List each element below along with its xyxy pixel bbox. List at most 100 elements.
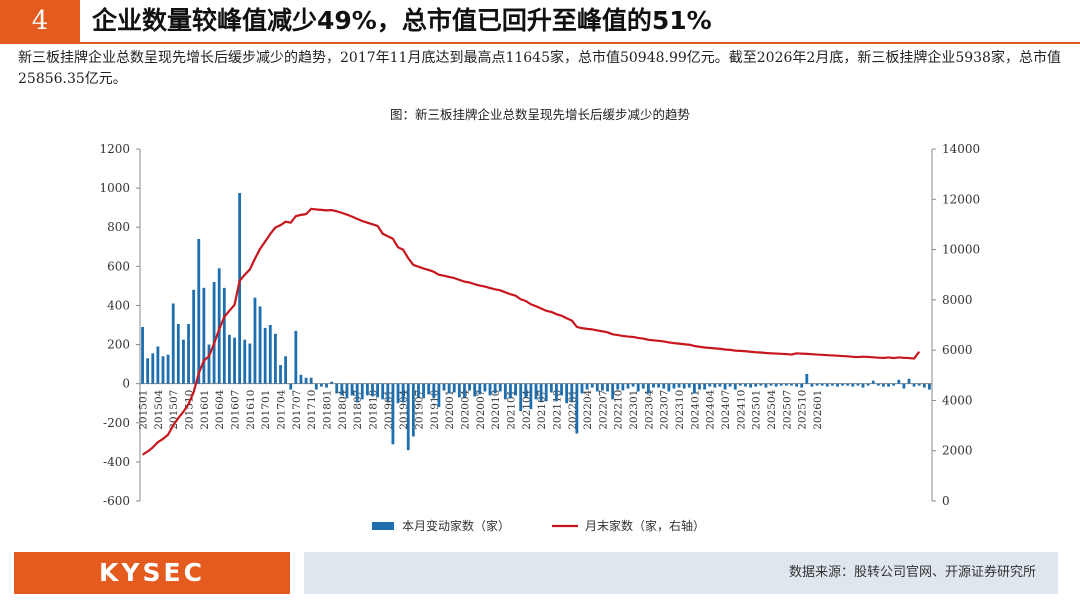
bar [386,383,390,402]
bar [774,383,778,387]
chart-legend: 本月变动家数（家） 月末家数（家，右轴） [372,518,705,533]
bar [473,383,477,397]
bar [187,324,190,384]
bar [851,383,855,387]
bar [790,383,793,386]
bar [892,383,896,386]
bar [887,383,890,387]
bar [437,383,441,408]
bar [897,379,901,384]
bar [815,383,819,386]
bar [784,383,788,386]
bar [268,325,272,384]
x-axis-tick-label: 201907 [413,390,425,430]
bar [861,383,865,388]
chart: -600-400-2000200400600800100012000200040… [99,142,980,533]
x-axis-tick-label: 202510 [797,390,809,430]
left-axis-tick-label: -600 [103,494,130,508]
x-axis-tick-label: 201604 [214,389,226,429]
left-axis-tick-label: 200 [107,338,130,352]
x-axis-tick-label: 201710 [306,390,318,430]
x-axis-tick-label: 202307 [659,390,671,430]
x-axis-tick-label: 201610 [245,390,257,430]
bar [197,238,201,384]
bar [912,383,916,387]
bar [703,383,707,390]
x-axis-tick-label: 202404 [705,389,717,429]
bar [376,383,379,398]
left-axis-tick-label: 0 [122,377,130,391]
bar [580,383,584,394]
x-axis-tick-label: 202001 [444,390,456,430]
bar [769,383,773,386]
bar [498,383,502,392]
left-axis-tick-label: -400 [103,455,130,469]
bar [192,289,196,384]
legend-label-line: 月末家数（家，右轴） [585,518,705,533]
bar [805,373,809,384]
bar [570,383,574,402]
bar [166,354,170,384]
bar [708,383,712,387]
x-axis-tick-label: 202304 [643,389,655,429]
bar [228,334,231,384]
bar [452,383,456,393]
bar [274,333,277,384]
bar [396,383,400,404]
bar [575,383,579,434]
bar [299,374,303,384]
x-axis-tick-label: 201707 [291,390,303,430]
bar [279,365,282,384]
right-axis-tick-label: 6000 [942,343,973,357]
bar [692,383,696,394]
bar [146,358,150,384]
bar [595,383,599,392]
line-month-end-count [141,207,921,456]
bar [509,383,512,399]
bar [350,383,354,396]
kysec-logo: KYSEC [14,552,290,594]
chart-title: 图：新三板挂牌企业总数呈现先增长后缓步减少的趋势 [389,107,690,122]
bar [478,383,482,395]
bar [601,383,604,391]
bar [733,383,737,390]
x-axis-tick-label: 201804 [337,389,349,429]
left-axis-tick-label: 1200 [99,142,130,156]
bar [723,383,727,390]
x-axis-tick-label: 202204 [582,389,594,429]
section-number: 4 [0,0,80,42]
bar [207,344,211,384]
bar [544,383,548,402]
x-axis-tick-label: 201504 [153,389,165,429]
bar [907,378,911,384]
title-divider [0,42,1080,44]
bar [217,268,221,384]
bar [534,383,538,400]
bar [677,383,681,388]
bar [371,383,374,397]
bar [800,383,804,388]
x-axis-tick-label: 202207 [597,390,609,430]
bar [463,383,466,398]
right-axis-tick-label: 8000 [942,293,973,307]
header: 4 企业数量较峰值减少49%，总市值已回升至峰值的51% [0,0,1080,44]
bar [876,383,880,386]
bar [764,383,768,388]
x-axis-tick-label: 202310 [674,390,686,430]
bar [687,383,691,388]
bar [284,356,288,384]
bar [539,383,543,402]
bar [810,383,814,387]
x-axis-tick-label: 202010 [490,390,502,430]
bar [667,383,671,392]
bar [335,383,339,394]
bar [738,383,742,386]
x-axis-tick-label: 202501 [751,390,763,430]
x-axis-tick-label: 202401 [689,390,701,430]
bar [647,383,650,394]
left-axis-tick-label: 400 [107,298,130,312]
bar [304,377,308,384]
x-axis-tick-label: 202601 [812,390,824,430]
bar [360,383,364,400]
legend-label-bar: 本月变动家数（家） [402,518,510,533]
